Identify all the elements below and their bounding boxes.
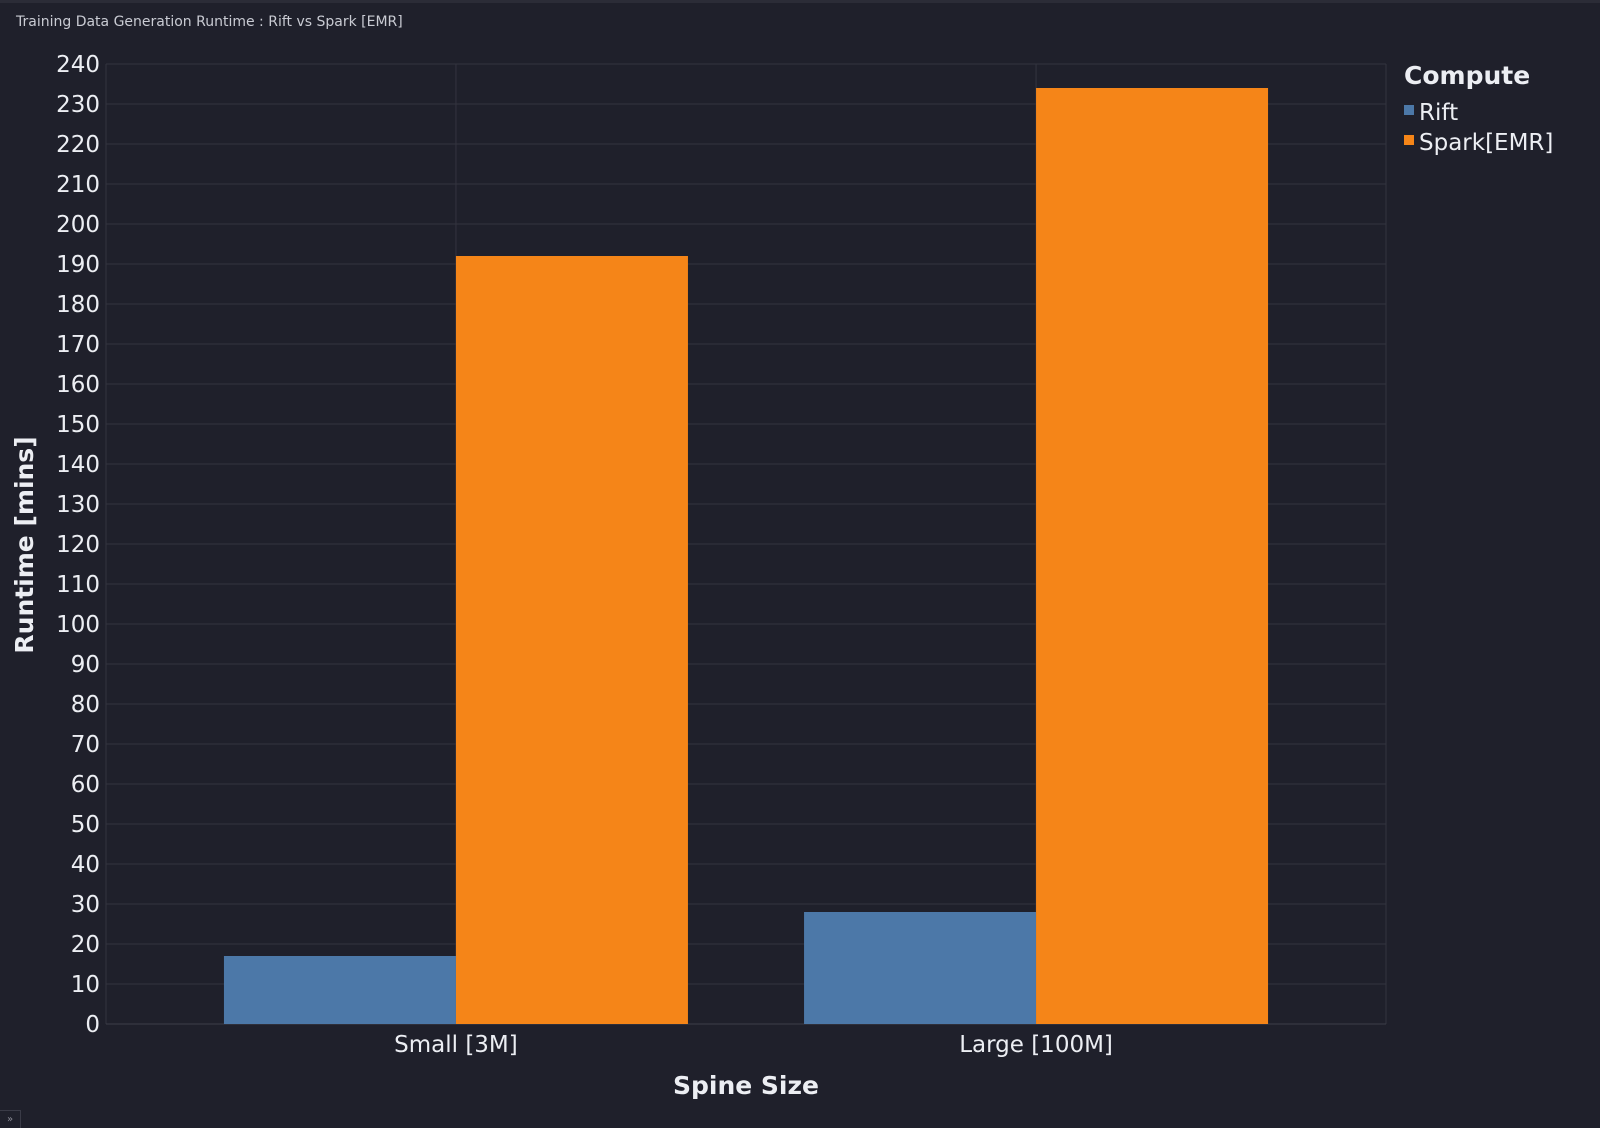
legend-label: Spark[EMR] xyxy=(1419,130,1553,156)
y-axis-label: Runtime [mins] xyxy=(10,436,39,653)
y-tick-label: 100 xyxy=(56,612,100,638)
y-tick-label: 40 xyxy=(71,852,100,878)
y-tick-label: 60 xyxy=(71,772,100,798)
bar-spark-emr-1 xyxy=(455,256,688,1024)
x-tick-label: Large [100M] xyxy=(959,1032,1113,1058)
legend-title: Compute xyxy=(1404,61,1530,90)
y-tick-label: 190 xyxy=(56,252,100,278)
y-tick-label: 200 xyxy=(56,212,100,238)
x-tick-label: Small [3M] xyxy=(394,1032,518,1058)
y-tick-label: 160 xyxy=(56,372,100,398)
y-tick-label: 120 xyxy=(56,532,100,558)
bars xyxy=(223,88,1269,1024)
bar-rift-1 xyxy=(223,956,456,1024)
y-tick-label: 150 xyxy=(56,412,100,438)
y-tick-label: 90 xyxy=(71,652,100,678)
y-tick-labels: 0 10 20 30 40 50 60 70 80 90 100 110 120 130 140 150 160… xyxy=(56,52,100,1038)
y-tick-label: 30 xyxy=(71,892,100,918)
y-tick-label: 230 xyxy=(56,92,100,118)
y-tick-label: 110 xyxy=(56,572,100,598)
expand-handle-icon[interactable]: » xyxy=(0,1110,21,1128)
x-axis-label: Spine Size xyxy=(673,1071,819,1100)
bar-rift-2 xyxy=(804,912,1037,1024)
y-tick-label: 210 xyxy=(56,172,100,198)
y-tick-label: 0 xyxy=(85,1012,100,1038)
top-rule xyxy=(0,0,1600,3)
y-tick-label: 240 xyxy=(56,52,100,78)
y-tick-label: 20 xyxy=(71,932,100,958)
y-tick-label: 80 xyxy=(71,692,100,718)
y-tick-label: 170 xyxy=(56,332,100,358)
legend-swatch xyxy=(1404,105,1414,115)
y-tick-label: 180 xyxy=(56,292,100,318)
y-tick-label: 50 xyxy=(71,812,100,838)
legend-swatch xyxy=(1404,135,1414,145)
y-tick-label: 70 xyxy=(71,732,100,758)
chart-title: Training Data Generation Runtime : Rift … xyxy=(16,14,403,30)
legend: Compute Rift Spark[EMR] xyxy=(1404,61,1553,156)
y-tick-label: 10 xyxy=(71,972,100,998)
x-tick-labels: Small [3M] Large [100M] xyxy=(394,1032,1113,1058)
y-tick-label: 130 xyxy=(56,492,100,518)
legend-label: Rift xyxy=(1419,100,1458,126)
y-tick-label: 140 xyxy=(56,452,100,478)
y-tick-label: 220 xyxy=(56,132,100,158)
bar-spark-emr-2 xyxy=(1036,88,1269,1024)
legend-items: Rift Spark[EMR] xyxy=(1404,100,1553,156)
